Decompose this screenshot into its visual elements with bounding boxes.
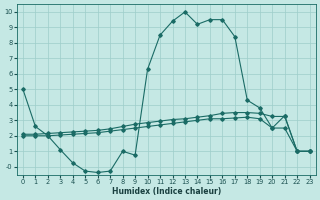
X-axis label: Humidex (Indice chaleur): Humidex (Indice chaleur) xyxy=(112,187,221,196)
